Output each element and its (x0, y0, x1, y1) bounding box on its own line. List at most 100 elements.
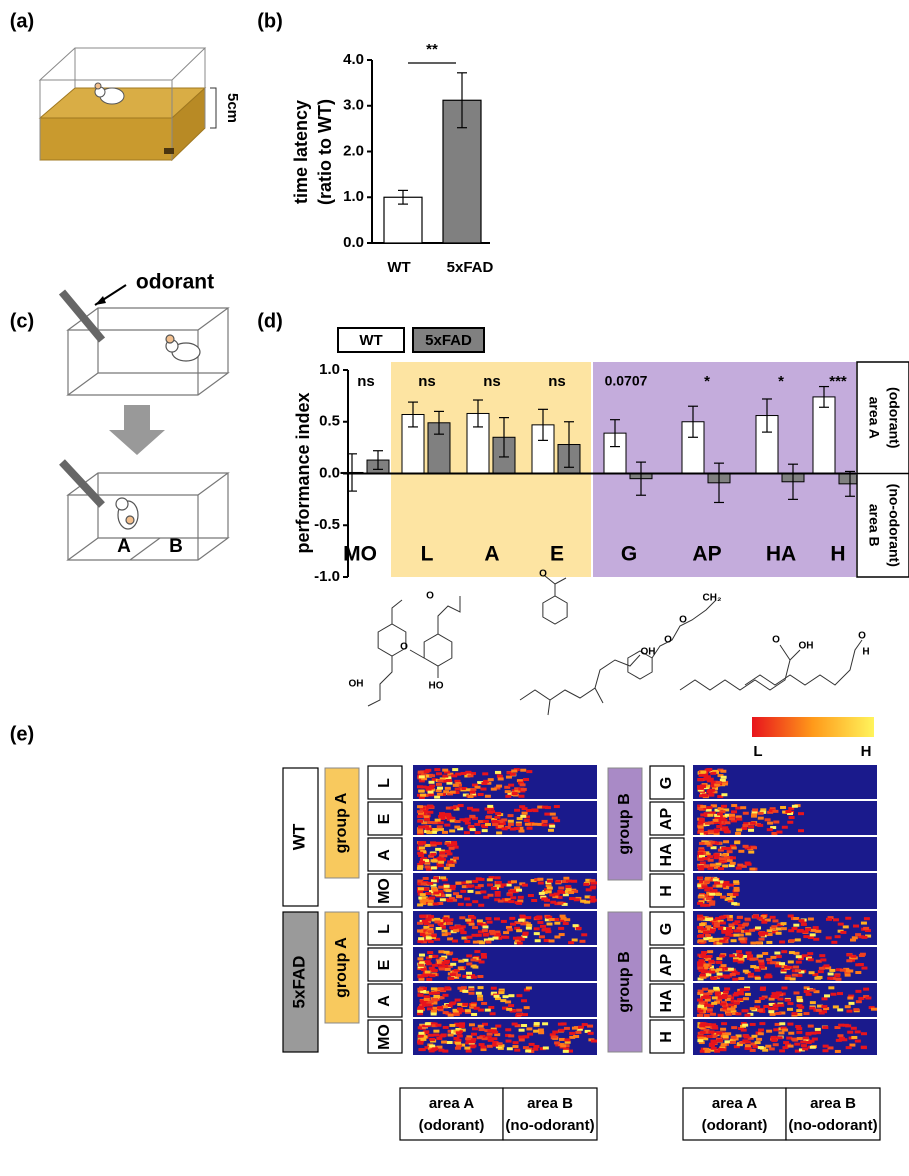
side-label: area B (866, 504, 882, 547)
heatmap-cell (566, 880, 572, 883)
heatmap-cell (815, 1031, 821, 1034)
heatmap-cell (538, 882, 544, 885)
heatmap-cell (516, 994, 522, 997)
heatmap-cell (707, 790, 713, 793)
heatmap-cell (705, 999, 711, 1002)
heatmap-cell (778, 1004, 784, 1007)
heatmap-cell (748, 973, 754, 976)
heatmap-cell (478, 878, 484, 881)
heatmap-cell (591, 1040, 597, 1043)
heatmap-cell (445, 850, 451, 853)
heatmap-cell (777, 998, 783, 1001)
heatmap-cell (470, 788, 476, 791)
heatmap-cell (446, 782, 452, 785)
heatmap-cell (705, 934, 711, 937)
heatmap-cell (821, 1005, 827, 1008)
heatmap-cell (448, 1034, 454, 1037)
heatmap-cell (476, 934, 482, 937)
heatmap-cell (704, 864, 710, 867)
heatmap-cell (744, 918, 750, 921)
heatmap-cell (796, 996, 802, 999)
heatmap-cell (505, 795, 511, 798)
heatmap-cell (441, 854, 447, 857)
heatmap-cell (788, 914, 794, 917)
heatmap-cell (726, 927, 732, 930)
heatmap-cell (770, 956, 776, 959)
heatmap-cell (449, 926, 455, 929)
heatmap-cell (716, 968, 722, 971)
heatmap-cell (793, 924, 799, 927)
heatmap-cell (758, 960, 764, 963)
heatmap-cell (728, 923, 734, 926)
heatmap-cell (525, 916, 531, 919)
heatmap-cell (516, 929, 522, 932)
heatmap-cell (429, 774, 435, 777)
heatmap-cell (506, 1008, 512, 1011)
heatmap-cell (851, 1036, 857, 1039)
row-label: MO (376, 878, 393, 904)
heatmap-cell (587, 1025, 593, 1028)
heatmap-cell (438, 864, 444, 867)
heatmap-cell (765, 1045, 771, 1048)
heatmap-cell (713, 878, 719, 881)
heatmap-cell (483, 933, 489, 936)
heatmap-cell (773, 1004, 779, 1007)
structure-atom: OH (349, 679, 364, 690)
heatmap-cell (735, 832, 741, 835)
heatmap-cell (523, 778, 529, 781)
heatmap-cell (705, 775, 711, 778)
heatmap-cell (751, 815, 757, 818)
heatmap-cell (466, 954, 472, 957)
heatmap-cell (486, 815, 492, 818)
heatmap-cell (438, 828, 444, 831)
heatmap-cell (583, 883, 589, 886)
heatmap-cell (544, 899, 550, 902)
heatmap-cell (833, 918, 839, 921)
heatmap-cell (590, 879, 596, 882)
heatmap-cell (568, 941, 574, 944)
heatmap-cell (510, 773, 516, 776)
heatmap-cell (827, 977, 833, 980)
heatmap-cell (846, 953, 852, 956)
heatmap-cell (706, 768, 712, 771)
structure-atom: O (426, 591, 434, 602)
heatmap-cell (706, 806, 712, 809)
dimension-label: 5cm (224, 93, 241, 123)
heatmap-cell (487, 811, 493, 814)
heatmap-cell (738, 960, 744, 963)
heatmap-cell (575, 1031, 581, 1034)
heatmap-cell (417, 1010, 423, 1013)
x-tick-label: L (421, 543, 434, 566)
heatmap-cell (471, 1004, 477, 1007)
heatmap-cell (431, 1010, 437, 1013)
heatmap-cell (528, 894, 534, 897)
heatmap-cell (520, 815, 526, 818)
heatmap-cell (742, 1024, 748, 1027)
heatmap-cell (743, 845, 749, 848)
x-tick-label: 5xFAD (447, 259, 494, 276)
heatmap-cell (697, 902, 703, 905)
heatmap-cell (492, 1031, 498, 1034)
heatmap-cell (519, 915, 525, 918)
heatmap-cell (436, 842, 442, 845)
heatmap-cell (808, 958, 814, 961)
significance-label: ** (426, 41, 438, 58)
structure-bond (543, 576, 567, 624)
heatmap-cell (500, 999, 506, 1002)
heatmap-cell (495, 812, 501, 815)
heatmap-cell (752, 1045, 758, 1048)
heatmap-cell (417, 805, 423, 808)
heatmap-cell (445, 968, 451, 971)
heatmap-cell (703, 963, 709, 966)
heatmap-cell (730, 1008, 736, 1011)
heatmap-cell (526, 927, 532, 930)
heatmap-cell (429, 1038, 435, 1041)
heatmap-cell (422, 920, 428, 923)
heatmap-cell (431, 1012, 437, 1015)
heatmap-cell (849, 1002, 855, 1005)
heatmap-cell (432, 1047, 438, 1050)
heatmap-cell (744, 1014, 750, 1017)
heatmap-cell (532, 809, 538, 812)
heatmap-cell (534, 1022, 540, 1025)
significance-label: ns (357, 373, 375, 390)
